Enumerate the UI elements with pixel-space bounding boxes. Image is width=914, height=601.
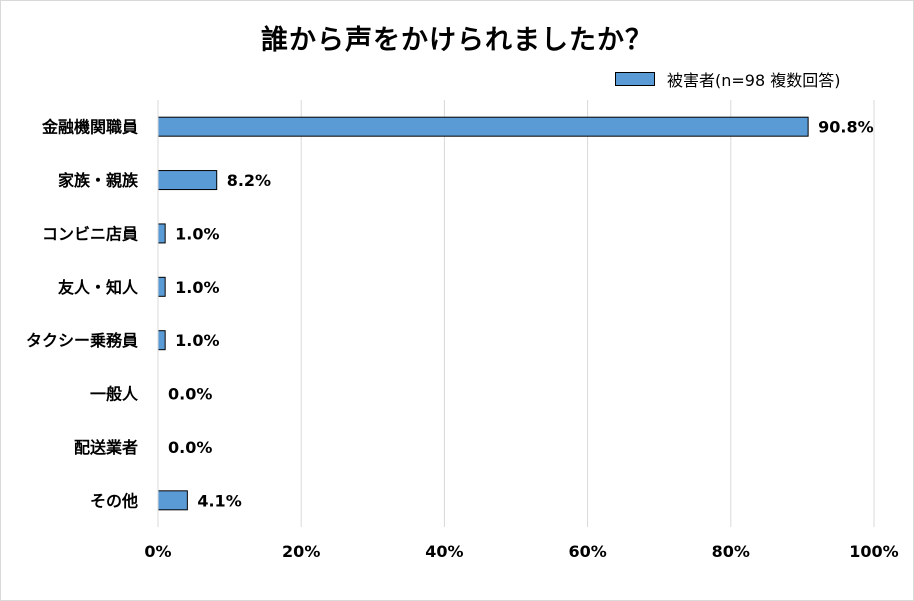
value-label: 1.0%: [175, 331, 219, 350]
category-label: コンビニ店員: [42, 224, 138, 243]
chart-title: 誰から声をかけられましたか？: [261, 25, 653, 56]
category-label: 配送業者: [74, 438, 138, 457]
x-tick-label: 60%: [568, 542, 606, 561]
legend-swatch: [615, 72, 655, 86]
bar: [157, 330, 166, 351]
bar: [157, 116, 809, 137]
value-label: 90.8%: [818, 118, 874, 137]
value-label: 1.0%: [175, 224, 219, 243]
legend-label: 被害者(n=98 複数回答): [667, 71, 841, 90]
x-tick-label: 100%: [849, 542, 898, 561]
bar: [157, 223, 166, 244]
category-label: 家族・親族: [58, 171, 139, 190]
value-label: 0.0%: [168, 438, 212, 457]
category-label: 金融機関職員: [41, 118, 138, 137]
bar: [157, 170, 218, 191]
value-label: 0.0%: [168, 385, 212, 404]
bar: [157, 276, 166, 297]
bar: [157, 490, 188, 511]
legend: 被害者(n=98 複数回答): [615, 68, 840, 90]
x-tick-label: 20%: [282, 542, 320, 561]
category-label: タクシー乗務員: [26, 331, 138, 350]
value-label: 8.2%: [227, 171, 271, 190]
x-tick-label: 80%: [712, 542, 750, 561]
x-tick-label: 40%: [425, 542, 463, 561]
category-label: 友人・知人: [58, 278, 139, 297]
category-label: 一般人: [90, 385, 139, 404]
value-label: 1.0%: [175, 278, 219, 297]
x-tick-label: 0%: [144, 542, 171, 561]
value-label: 4.1%: [197, 491, 241, 510]
category-label: その他: [90, 491, 138, 510]
